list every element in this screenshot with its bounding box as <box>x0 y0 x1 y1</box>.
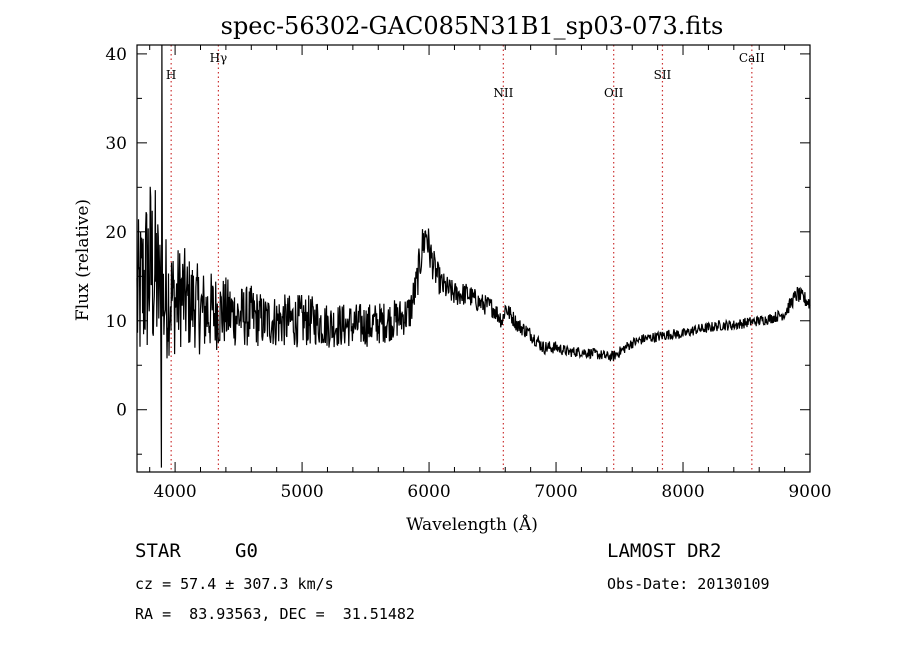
y-tick-label: 0 <box>116 401 127 421</box>
x-tick-label: 5000 <box>280 482 323 502</box>
line-marker-label: H <box>166 68 176 82</box>
y-tick-label: 20 <box>105 223 127 243</box>
chart-title: spec-56302-GAC085N31B1_sp03-073.fits <box>221 12 724 40</box>
redshift-text: cz = 57.4 ± 307.3 km/s <box>135 575 334 593</box>
line-marker-label: NII <box>493 86 513 100</box>
x-tick-label: 8000 <box>661 482 704 502</box>
line-marker-label: Hγ <box>210 51 228 65</box>
y-axis-label: Flux (relative) <box>73 199 93 321</box>
line-marker-label: OII <box>604 86 624 100</box>
plot-frame <box>136 44 811 473</box>
x-tick-label: 7000 <box>534 482 577 502</box>
y-tick-label: 30 <box>105 134 127 154</box>
coordinates-text: RA = 83.93563, DEC = 31.51482 <box>135 605 415 623</box>
survey-name: LAMOST DR2 <box>607 540 722 562</box>
object-subclass: G0 <box>235 540 258 562</box>
line-marker-label: SII <box>654 68 672 82</box>
x-axis-label: Wavelength (Å) <box>406 514 538 535</box>
x-tick-label: 6000 <box>407 482 450 502</box>
object-class: STAR <box>135 540 181 562</box>
spectrum-series-line <box>136 44 811 468</box>
obs-date-text: Obs-Date: 20130109 <box>607 575 770 593</box>
line-markers: H Hγ NII OII SII CaII <box>166 45 765 472</box>
x-tick-label: 4000 <box>153 482 196 502</box>
y-tick-label: 10 <box>105 312 127 332</box>
x-tick-label: 9000 <box>788 482 831 502</box>
line-marker-label: CaII <box>739 51 765 65</box>
plot-axes: 4000 5000 6000 7000 8000 9000 0 10 20 30 40 <box>105 44 832 502</box>
y-tick-label: 40 <box>105 45 127 65</box>
